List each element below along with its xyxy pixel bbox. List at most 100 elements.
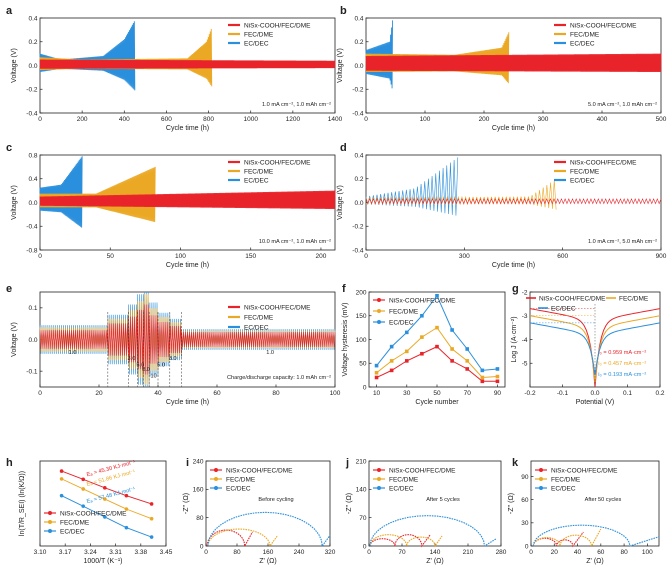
panel-e-rate-label: 5.0 <box>136 362 144 368</box>
panel-h-legend-marker <box>48 511 52 515</box>
panel-a-series-blue <box>39 21 136 91</box>
panel-a-xtick-label: 200 <box>77 116 88 123</box>
panel-h-point-red <box>124 493 129 498</box>
panel-d-xtick-label: 0 <box>364 253 368 260</box>
panel-f: 10 30 50 70 90 0 50 100 150 200 Cycle number Voltag… <box>342 283 506 406</box>
panel-j-ytick-label: 140 <box>356 487 367 494</box>
panel-j-curve-blue <box>369 515 497 547</box>
panel-j-label: j <box>345 457 349 469</box>
panel-e-series-red <box>39 304 336 375</box>
panel-h-ylabel: ln(T/R_SEI) (ln(K/Ω)) <box>19 471 26 536</box>
panel-i-label: i <box>186 457 189 469</box>
panel-a-legend-label: FEC/DME <box>244 31 274 38</box>
panel-b-ytick-label: -0.4 <box>352 110 364 117</box>
panel-b-ytick-label: 0.0 <box>354 63 363 70</box>
panel-c-label: c <box>6 142 12 154</box>
panel-b-xtick-label: 0 <box>364 116 368 123</box>
panel-f-point-red <box>389 368 394 373</box>
panel-k-ylabel: -Z'' (Ω) <box>508 493 515 514</box>
panel-h-point-blue <box>59 493 64 498</box>
panel-c-xlabel: Cycle time (h) <box>166 262 209 269</box>
panel-i-xtick-label: 240 <box>294 549 305 556</box>
panel-i-curve-orange <box>207 528 279 548</box>
panel-c-condition: 10.0 mA cm⁻², 1.0 mAh cm⁻² <box>259 239 331 245</box>
panel-j-curve-red <box>369 534 431 548</box>
panel-f-point-blue <box>450 328 454 332</box>
panel-f-point-red <box>420 351 424 356</box>
panel-e-rate-label: 8.0 <box>142 367 150 373</box>
panel-j-ytick-label: 210 <box>356 458 367 465</box>
panel-k-subtitle: After 50 cycles <box>585 497 622 503</box>
panel-g-ylabel: Log J (A·cm⁻²) <box>511 316 518 362</box>
panel-h-point-orange <box>103 497 107 501</box>
panel-e-xtick-label: 20 <box>95 390 103 397</box>
panel-g-i0-blue: i₀ = 0.193 mA·cm⁻² <box>598 372 646 378</box>
panel-g-xtick-label: 0.1 <box>623 390 632 397</box>
panel-f-point-red <box>465 367 470 371</box>
panel-i-xtick-label: 0 <box>204 549 208 556</box>
panel-c-ytick-label: -0.4 <box>26 224 38 231</box>
panel-h-point-red <box>81 477 85 482</box>
panel-f-xtick-label: 10 <box>373 390 381 397</box>
panel-c-ytick-label: 0.4 <box>28 176 37 183</box>
panel-f-point-orange <box>420 335 424 339</box>
panel-j-legend-marker <box>377 468 381 472</box>
panel-i-legend-marker <box>214 468 218 472</box>
panel-h-legend-marker <box>48 520 52 524</box>
panel-i-curve-red <box>206 529 253 548</box>
panel-a-xtick-label: 0 <box>38 116 42 123</box>
panel-c-legend-label: EC/DEC <box>244 177 269 184</box>
panel-c-ytick-label: 0.0 <box>28 200 37 207</box>
panel-a-ytick-label: 0.4 <box>28 15 37 22</box>
panel-i-legend-marker <box>214 477 218 481</box>
panel-f-xtick-label: 70 <box>464 390 472 397</box>
panel-h-point-blue <box>124 525 129 530</box>
panel-c-xtick-label: 150 <box>245 253 256 260</box>
panel-f-point-orange <box>374 370 379 375</box>
panel-k-ytick-label: 90 <box>521 474 529 481</box>
panel-j-subtitle: After 5 cycles <box>426 497 460 503</box>
panel-b-ylabel: Voltage (V) <box>337 48 344 83</box>
panel-k: 0 20 40 60 80 100 0 30 60 90 Z' (Ω) -Z'' (Ω) NiSx-CO… <box>508 457 660 565</box>
panel-k-legend-label: NiSx-COOH/FEC/DME <box>551 467 618 474</box>
panel-g-ytick-label: -4 <box>522 337 528 344</box>
panel-j-legend-label: EC/DEC <box>389 485 414 492</box>
panel-j-xtick-label: 0 <box>367 549 371 556</box>
panel-i: 0 80 160 240 320 0 80 160 240 Z' (Ω) -Z'' (Ω) NiSx-… <box>183 457 336 565</box>
panel-b-xlabel: Cycle time (h) <box>492 125 535 132</box>
panel-j-xtick-label: 280 <box>496 549 507 556</box>
panel-a-ylabel: Voltage (V) <box>11 48 18 83</box>
panel-i-legend-marker <box>214 486 218 490</box>
panel-k-legend-label: EC/DEC <box>551 485 576 492</box>
panel-g-i0-red: i₀ = 0.959 mA·cm⁻² <box>598 350 646 356</box>
panel-g-ytick-label: -2 <box>522 289 528 296</box>
panel-e-xlabel: Cycle time (h) <box>166 399 209 406</box>
panel-f-legend-marker <box>377 309 381 313</box>
panel-f-xlabel: Cycle number <box>415 399 459 406</box>
panel-k-legend-label: FEC/DME <box>551 476 581 483</box>
panel-i-legend-label: EC/DEC <box>226 485 251 492</box>
panel-g: -0.2 -0.1 0.0 0.1 0.2 -2 -3 -4 -5 Potential (V) Lo… <box>511 283 665 406</box>
panel-f-legend-label: FEC/DME <box>389 308 419 315</box>
panel-e-xtick-label: 80 <box>272 390 280 397</box>
panel-e-xtick-label: 0 <box>38 390 42 397</box>
panel-b-xtick-label: 400 <box>597 116 608 123</box>
panel-d-xtick-label: 900 <box>656 253 667 260</box>
panel-h-point-orange <box>149 516 154 521</box>
panel-i-ytick-label: 80 <box>196 515 204 522</box>
panel-f-point-orange <box>389 359 394 363</box>
panel-d-series-red <box>365 198 662 205</box>
panel-i-ytick-label: 0 <box>200 543 204 550</box>
panel-h-xtick-label: 3.10 <box>34 549 47 556</box>
panel-i-xtick-label: 80 <box>233 549 241 556</box>
panel-k-xtick-label: 0 <box>529 549 533 556</box>
panel-a-series-red <box>39 59 336 69</box>
panel-b-legend-label: NiSx-COOH/FEC/DME <box>570 22 637 29</box>
panel-j-legend-marker <box>377 477 381 481</box>
panel-k-xtick-label: 20 <box>551 549 559 556</box>
panel-f-point-red <box>435 344 439 349</box>
panel-d-label: d <box>340 142 347 154</box>
panel-i-xlabel: Z' (Ω) <box>259 558 276 565</box>
panel-a-xtick-label: 1000 <box>243 116 258 123</box>
